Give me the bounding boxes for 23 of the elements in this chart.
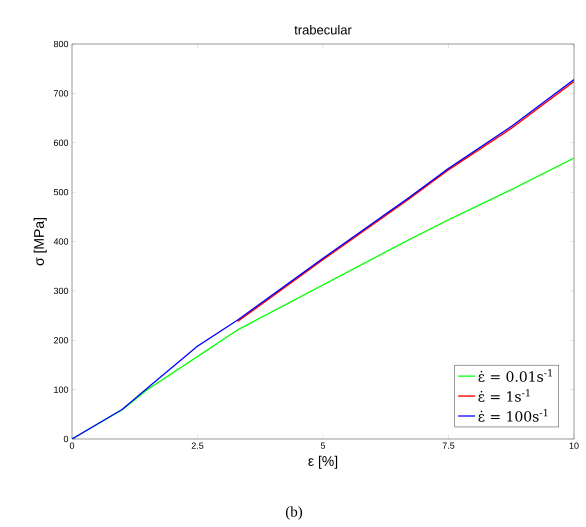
y-tick-label: 800 bbox=[54, 40, 68, 48]
y-tick-label: 200 bbox=[54, 337, 68, 344]
legend-label: ε̇ = 100s$^{-1}$ bbox=[478, 409, 548, 422]
legend-label: ε̇ = 0.01s$^{-1}$ bbox=[478, 369, 552, 382]
y-tick-label: 100 bbox=[54, 386, 68, 393]
line-series bbox=[72, 78, 574, 439]
x-tick-label: 7.5 bbox=[442, 442, 454, 449]
line-series bbox=[237, 80, 574, 322]
text: (b) bbox=[286, 506, 302, 520]
y-tick-label: 300 bbox=[54, 288, 68, 294]
x-axis-title: ε [%] bbox=[308, 456, 338, 469]
y-tick-label: 500 bbox=[54, 188, 68, 196]
y-tick-label: 600 bbox=[54, 140, 68, 146]
y-axis-title: σ [MPa] bbox=[34, 218, 47, 266]
x-tick-label: 5 bbox=[320, 442, 326, 449]
legend-label: ε̇ = 1s$^{-1}$ bbox=[478, 389, 530, 402]
chart-title: trabecular bbox=[294, 24, 352, 35]
x-tick-label: 10 bbox=[570, 442, 579, 449]
x-tick-label: 0 bbox=[70, 442, 74, 449]
y-tick-label: 0 bbox=[64, 436, 68, 442]
y-tick-label: 400 bbox=[54, 238, 68, 245]
y-tick-label: 700 bbox=[54, 90, 68, 97]
x-tick-label: 2.5 bbox=[192, 442, 204, 449]
